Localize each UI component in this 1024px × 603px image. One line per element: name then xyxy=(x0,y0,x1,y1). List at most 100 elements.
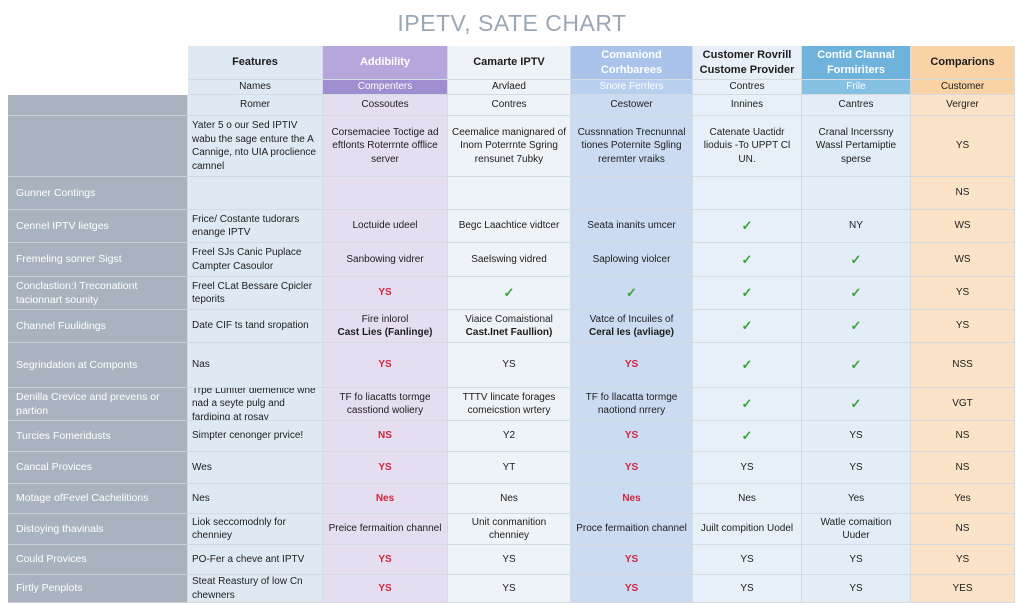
table-cell: YT xyxy=(448,452,571,484)
check-icon: ✓ xyxy=(503,285,515,301)
feature-label: Distoying thavinals xyxy=(8,514,188,545)
table-cell: Y2 xyxy=(448,421,571,452)
table-cell: Simpter cenonger prvice! xyxy=(188,421,323,452)
table-cell xyxy=(188,177,323,210)
table-cell: YS xyxy=(448,575,571,603)
check-icon-cell: ✓ xyxy=(693,310,802,343)
check-icon: ✓ xyxy=(626,285,637,301)
table-cell: Catenate Uactidr lioduis -To UPPT Cl UN. xyxy=(693,116,802,177)
feature-label: Turcies Fomeridusts xyxy=(8,421,188,452)
table-cell: Innines xyxy=(693,95,802,116)
table-cell: Nas xyxy=(188,343,323,388)
feature-label: Denilla Crevice and prevens or partion xyxy=(8,388,188,421)
table-cell: Contres xyxy=(448,95,571,116)
table-cell: WS xyxy=(911,210,1015,243)
table-cell: YS xyxy=(571,545,693,575)
table-cell: VGT xyxy=(911,388,1015,421)
table-cell: YS xyxy=(448,545,571,575)
chart-title: IPETV, SATE CHART xyxy=(397,10,627,36)
table-cell: NSS xyxy=(911,343,1015,388)
table-cell: YS xyxy=(571,452,693,484)
check-icon-cell: ✓ xyxy=(693,277,802,310)
cell-line: Vatce of Incuiles of xyxy=(589,313,674,325)
column-header: Contid Clannal Formiriters xyxy=(802,46,911,80)
column-subheader: Contres xyxy=(693,80,802,95)
table-cell: Cranal Incerssny Wassl Pertamiptie spers… xyxy=(802,116,911,177)
check-icon-cell: ✓ xyxy=(802,310,911,343)
corner-blank xyxy=(8,46,188,80)
feature-label: Firtly Penplots xyxy=(8,575,188,603)
table-cell: Saelswing vidred xyxy=(448,243,571,277)
table-cell xyxy=(448,177,571,210)
cell-line: Fire inlorol xyxy=(361,313,409,325)
check-icon: ✓ xyxy=(741,218,753,234)
table-cell: Steat Reastury of low Cn chewners xyxy=(188,575,323,603)
feature-label: Fremeling sonrer Sigst xyxy=(8,243,188,277)
table-cell: YS xyxy=(323,545,448,575)
column-header: Comaniond Corhbarees xyxy=(571,46,693,80)
table-cell: Nes xyxy=(693,484,802,514)
table-cell: Ceemalice manignared of Inom Poterrnte S… xyxy=(448,116,571,177)
column-subheader: Frile xyxy=(802,80,911,95)
table-cell: NS xyxy=(323,421,448,452)
table-cell: Nes xyxy=(571,484,693,514)
table-cell: YS xyxy=(571,343,693,388)
check-icon: ✓ xyxy=(741,285,753,301)
column-header: Customer Rovrill Custome Provider xyxy=(693,46,802,80)
check-icon: ✓ xyxy=(741,428,753,444)
table-cell: Nes xyxy=(448,484,571,514)
check-icon-cell: ✓ xyxy=(693,388,802,421)
cell-line-bold: Cast.Inet Faullion) xyxy=(465,327,553,338)
table-cell: Trpe Lunfter dlemenice whe nad a seyte p… xyxy=(188,388,323,421)
column-subheader: Compenters xyxy=(323,80,448,95)
table-cell: Date CIF ts tand sropation xyxy=(188,310,323,343)
table-cell: Nes xyxy=(188,484,323,514)
feature-label: Could Provices xyxy=(8,545,188,575)
table-cell: YS xyxy=(693,575,802,603)
check-icon: ✓ xyxy=(741,357,753,373)
table-cell xyxy=(571,177,693,210)
check-icon-cell: ✓ xyxy=(693,210,802,243)
table-cell: NY xyxy=(802,210,911,243)
column-subheader: Arvlaed xyxy=(448,80,571,95)
table-cell: Freel CLat Bessare Cpicler teporits xyxy=(188,277,323,310)
check-icon: ✓ xyxy=(850,285,862,301)
cell-line: Viaice Comaistional xyxy=(465,313,553,325)
column-subheader: Customer xyxy=(911,80,1015,95)
table-cell: YS xyxy=(802,421,911,452)
feature-label: Cancal Provices xyxy=(8,452,188,484)
check-icon: ✓ xyxy=(741,396,753,412)
check-icon-cell: ✓ xyxy=(448,277,571,310)
table-cell: YS xyxy=(323,277,448,310)
table-cell: Proce fermaition channel xyxy=(571,514,693,545)
table-cell: Cussnnation Trecnunnal tiones Poternite … xyxy=(571,116,693,177)
check-icon-cell: ✓ xyxy=(802,388,911,421)
table-cell: Nes xyxy=(323,484,448,514)
table-cell: YS xyxy=(911,277,1015,310)
feature-label xyxy=(8,95,188,116)
table-cell: Yes xyxy=(911,484,1015,514)
table-cell: Seata inanits umcer xyxy=(571,210,693,243)
table-cell: TF fo llacatta tormge naotiond nrrery xyxy=(571,388,693,421)
table-cell: YS xyxy=(802,575,911,603)
table-cell: Loctuide udeel xyxy=(323,210,448,243)
table-cell: Yater 5 o our Sed IPTIV wabu the sage en… xyxy=(188,116,323,177)
cell-line-bold: Cast Lies (Fanlinge) xyxy=(337,327,433,338)
table-cell: YS xyxy=(323,452,448,484)
feature-label xyxy=(8,116,188,177)
check-icon-cell: ✓ xyxy=(802,343,911,388)
table-cell: Wes xyxy=(188,452,323,484)
table-cell: YS xyxy=(911,310,1015,343)
comparison-table: Features Addibility Camarte IPTV Comaniond … xyxy=(8,46,1015,603)
table-cell: NS xyxy=(911,177,1015,210)
table-cell: YS xyxy=(693,452,802,484)
table-cell: YS xyxy=(571,421,693,452)
check-icon: ✓ xyxy=(741,318,753,334)
table-cell: YS xyxy=(323,343,448,388)
table-cell: Liok seccomodnly for chenniey xyxy=(188,514,323,545)
check-icon: ✓ xyxy=(850,251,862,267)
feature-label: Channel Fuulidings xyxy=(8,310,188,343)
table-cell: Cossoutes xyxy=(323,95,448,116)
table-cell xyxy=(802,177,911,210)
check-icon-cell: ✓ xyxy=(571,277,693,310)
